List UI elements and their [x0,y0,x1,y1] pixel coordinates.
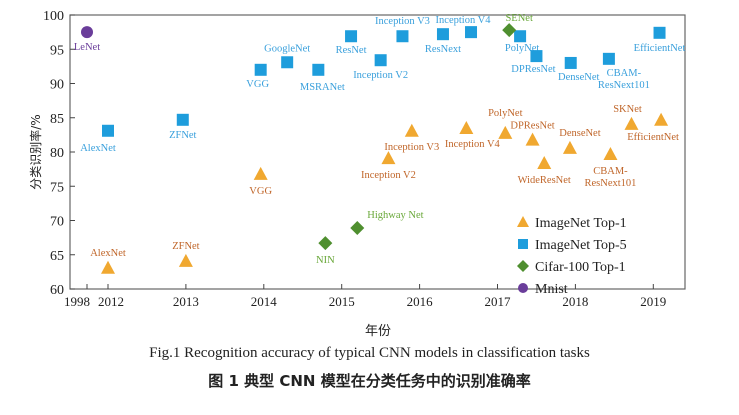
y-tick-label: 60 [50,283,64,298]
data-point-triangle [404,123,419,137]
y-tick-label: 70 [50,215,64,230]
data-label: VGG [246,79,269,90]
data-label: GoogleNet [264,43,310,54]
y-tick-label: 75 [50,180,64,195]
data-point-triangle [101,260,115,274]
figure-caption-en: Fig.1 Recognition accuracy of typical CN… [149,345,590,361]
data-point-square [530,50,543,63]
data-point-square [602,52,615,65]
x-tick-label: 2017 [485,294,512,309]
data-point-diamond [350,221,365,236]
legend-entry: ImageNet Top-1 [535,216,627,231]
data-label: PolyNet [505,43,540,54]
data-point-triangle [381,151,396,165]
data-point-square [564,56,577,69]
data-label: Inception V3 [384,142,439,153]
legend-marker-diamond [517,260,529,272]
data-point-square [312,63,325,76]
data-point-square [514,30,527,43]
x-tick-label: 2019 [640,294,666,309]
legend-entry: Cifar-100 Top-1 [535,260,626,275]
data-point-triangle [498,125,513,139]
x-tick-label: 2018 [562,294,588,309]
data-label: AlexNet [90,248,126,259]
y-tick-label: 90 [50,78,64,93]
data-point-triangle [459,121,474,135]
data-label: DenseNet [558,72,599,83]
data-label: DPResNet [510,121,554,132]
data-label: ZFNet [172,241,199,252]
data-point-square [465,26,478,39]
data-label: DenseNet [559,128,600,139]
data-point-circle [81,26,93,39]
data-label: ResNet [336,45,367,56]
legend-marker-triangle [517,216,529,227]
data-label: NIN [316,255,335,266]
data-point-diamond [502,23,517,38]
data-point-triangle [525,132,540,146]
data-label: Inception V3 [375,16,430,27]
figure-caption-zh: 图 1 典型 CNN 模型在分类任务中的识别准确率 [208,372,531,390]
x-axis-label: 年份 [365,324,391,339]
data-label: Inception V2 [361,170,416,181]
data-point-square [176,113,189,126]
data-point-square [345,30,358,43]
y-tick-label: 65 [50,249,64,264]
data-point-square [254,63,267,76]
data-label: WideResNet [518,175,571,186]
data-label: VGG [249,186,272,197]
data-label: EfficientNet [627,132,679,143]
data-label: Inception V4 [436,15,492,26]
data-point-triangle [178,253,193,267]
data-label: ResNext [425,44,461,55]
x-tick-label: 1998 [64,294,90,309]
data-point-square [396,30,409,43]
data-label: PolyNet [488,108,523,119]
data-point-triangle [253,166,268,180]
data-label: Inception V4 [445,139,501,150]
data-label: ResNext101 [598,80,650,91]
data-point-square [374,54,387,67]
data-point-square [436,28,449,41]
data-label: ZFNet [169,130,196,141]
data-label: SENet [505,13,532,24]
y-tick-label: 80 [50,146,64,161]
data-label: Inception V2 [353,70,408,81]
data-point-triangle [603,147,618,161]
data-label: LeNet [74,42,100,53]
data-label: DPResNet [511,64,555,75]
data-point-square [102,124,114,137]
data-label: Highway Net [367,210,423,221]
scatter-chart: 60 65 70 75 80 85 90 95 100 1998 2012 2013 2014 2015 2… [28,9,686,339]
x-tick-label: 2014 [251,294,278,309]
data-point-triangle [562,140,577,154]
data-point-triangle [654,112,669,126]
data-label: MSRANet [300,82,345,93]
y-axis-label: 分类识别率/% [28,114,43,189]
legend-marker-square [518,239,528,249]
legend-entry: Mnist [535,282,568,297]
x-tick-label: 2015 [329,294,355,309]
legend-entry: ImageNet Top-5 [535,238,627,253]
data-point-square [653,26,666,39]
data-point-triangle [537,155,552,169]
legend-marker-circle [518,283,528,293]
data-label: CBAM- [607,68,642,79]
data-label: ResNext101 [584,178,636,189]
data-point-diamond [318,236,333,251]
y-tick-label: 95 [50,43,64,58]
data-label: AlexNet [80,143,116,154]
x-tick-label: 2012 [98,294,124,309]
data-point-square [281,56,294,69]
data-label: CBAM- [593,166,628,177]
x-tick-label: 2013 [173,294,199,309]
data-point-triangle [624,116,639,130]
y-tick-label: 85 [50,112,64,127]
y-tick-label: 100 [43,9,64,24]
x-tick-label: 2016 [407,294,434,309]
data-label: EfficientNet [634,43,686,54]
data-label: SKNet [613,104,642,115]
